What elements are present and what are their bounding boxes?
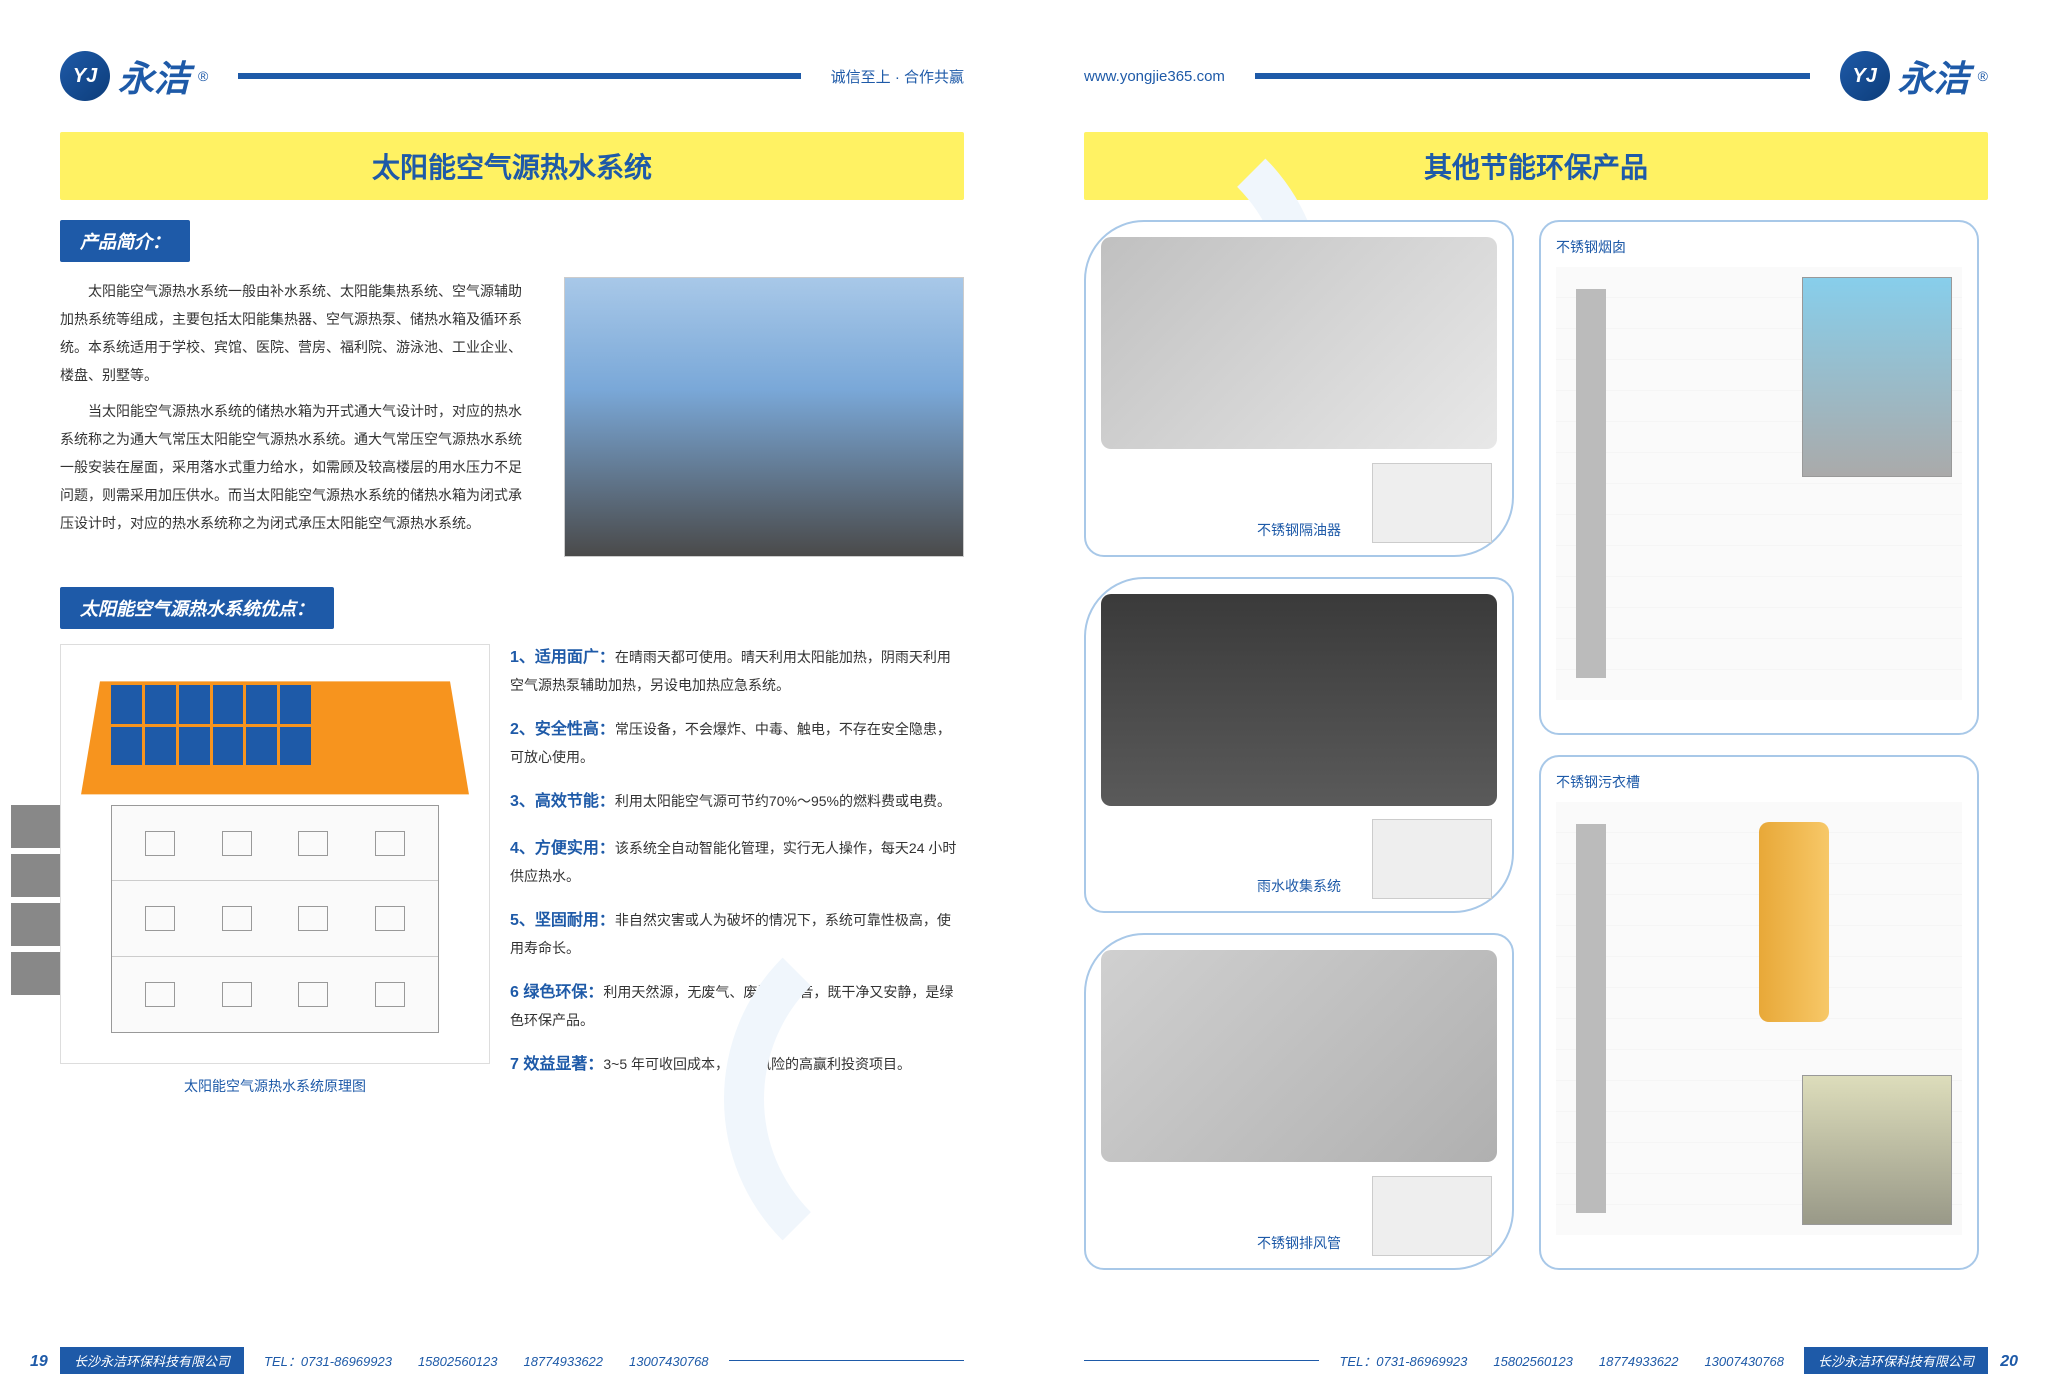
footer-company-right: 长沙永洁环保科技有限公司 [1804,1347,1988,1374]
registered-icon: ® [1978,68,1988,84]
logo-right: YJ 永洁 ® [1840,50,1988,102]
product-card: 雨水收集系统 [1084,577,1514,914]
page-left: YJ 永洁 ® 诚信至上 · 合作共赢 太阳能空气源热水系统 产品简介： 太阳能… [0,0,1024,1399]
product-label: 不锈钢隔油器 [1257,520,1341,540]
footer-right: TEL：0731-86969923 15802560123 1877493362… [1084,1347,1988,1374]
registered-icon: ® [198,68,208,84]
footer-tel: TEL：0731-86969923 15802560123 1877493362… [264,1351,709,1370]
diagram-title: 不锈钢污衣槽 [1556,772,1962,792]
chute-illustration [1759,822,1829,1022]
footer-tel-right: TEL：0731-86969923 15802560123 1877493362… [1339,1351,1784,1370]
logo-text: 永洁 [1898,50,1970,102]
header-website: www.yongjie365.com [1084,68,1225,85]
header-right: www.yongjie365.com YJ 永洁 ® [1084,50,1988,102]
page-number-left: 19 [30,1353,48,1371]
logo-icon: YJ [1840,51,1890,101]
advantages-label: 太阳能空气源热水系统优点： [60,587,334,629]
technical-diagram: 不锈钢污衣槽 [1539,755,1979,1270]
page-title-right: 其他节能环保产品 [1424,152,1648,183]
footer-company: 长沙永洁环保科技有限公司 [60,1347,244,1374]
advantage-item: 5、坚固耐用：非自然灾害或人为破坏的情况下，系统可靠性极高，使用寿命长。 [510,907,964,961]
advantage-item: 4、方便实用：该系统全自动智能化管理，实行无人操作，每天24 小时供应热水。 [510,835,964,889]
header-left: YJ 永洁 ® 诚信至上 · 合作共赢 [60,50,964,102]
system-diagram [60,644,490,1064]
product-sub-photo [1372,463,1492,543]
diagram-title: 不锈钢烟囱 [1556,237,1962,257]
product-photo [1101,237,1497,449]
diagram-photo [1802,277,1952,477]
intro-p2: 当太阳能空气源热水系统的储热水箱为开式通大气设计时，对应的热水系统称之为通大气常… [60,397,534,537]
product-sub-photo [1372,1176,1492,1256]
intro-label: 产品简介： [60,220,190,262]
product-card: 不锈钢隔油器 [1084,220,1514,557]
product-column: 不锈钢隔油器 雨水收集系统 不锈钢排风管 [1084,220,1514,1270]
header-slogan: 诚信至上 · 合作共赢 [831,66,964,87]
diagram-photo [1802,1075,1952,1225]
diagram-drawing [1556,802,1962,1235]
product-photo [1101,594,1497,806]
title-banner-right: 其他节能环保产品 [1084,132,1988,200]
advantage-item: 1、适用面广：在晴雨天都可使用。晴天利用太阳能加热，阴雨天利用空气源热泵辅助加热… [510,644,964,698]
advantage-item: 6 绿色环保：利用天然源，无废气、废渣、噪音，既干净又安静，是绿色环保产品。 [510,979,964,1033]
advantage-item: 2、安全性高：常压设备，不会爆炸、中毒、触电，不存在安全隐患，可放心使用。 [510,716,964,770]
advantages-list: 1、适用面广：在晴雨天都可使用。晴天利用太阳能加热，阴雨天利用空气源热泵辅助加热… [510,644,964,1098]
product-photo [1101,950,1497,1162]
advantage-item: 7 效益显著：3~5 年可收回成本，是无风险的高赢利投资项目。 [510,1051,964,1080]
product-card: 不锈钢排风管 [1084,933,1514,1270]
logo-icon: YJ [60,51,110,101]
logo: YJ 永洁 ® [60,50,208,102]
page-right: www.yongjie365.com YJ 永洁 ® 其他节能环保产品 不锈钢隔… [1024,0,2048,1399]
advantage-item: 3、高效节能：利用太阳能空气源可节约70%～95%的燃料费或电费。 [510,788,964,817]
diagram-column: 不锈钢烟囱 不锈钢污衣槽 [1539,220,1979,1270]
title-banner-left: 太阳能空气源热水系统 [60,132,964,200]
diagram-caption: 太阳能空气源热水系统原理图 [60,1076,490,1096]
diagram-drawing [1556,267,1962,700]
intro-photo [564,277,964,557]
intro-text: 太阳能空气源热水系统一般由补水系统、太阳能集热系统、空气源辅助加热系统等组成，主… [60,277,534,557]
logo-text: 永洁 [118,50,190,102]
product-label: 不锈钢排风管 [1257,1233,1341,1253]
page-number-right: 20 [2000,1353,2018,1371]
footer-left: 长沙永洁环保科技有限公司 TEL：0731-86969923 158025601… [60,1347,964,1374]
intro-p1: 太阳能空气源热水系统一般由补水系统、太阳能集热系统、空气源辅助加热系统等组成，主… [60,277,534,389]
product-label: 雨水收集系统 [1257,876,1341,896]
product-sub-photo [1372,819,1492,899]
technical-diagram: 不锈钢烟囱 [1539,220,1979,735]
page-title-left: 太阳能空气源热水系统 [372,152,652,183]
